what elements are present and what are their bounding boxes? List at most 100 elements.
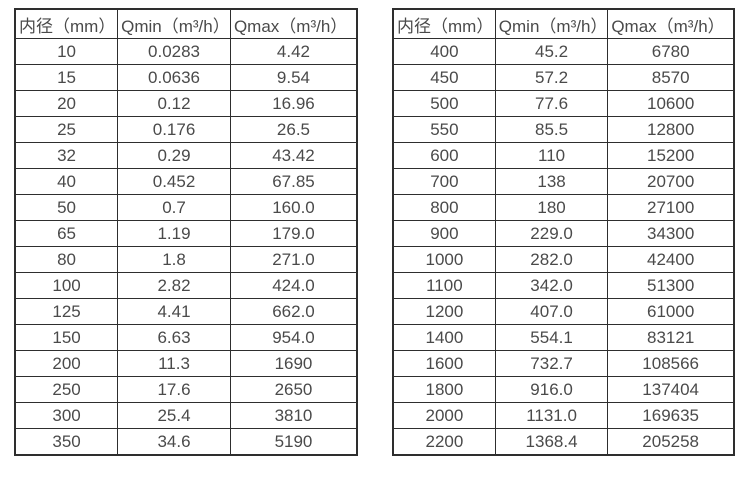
cell-qmin: 110 bbox=[494, 142, 609, 169]
table-row: 80 1.8 271.0 bbox=[14, 246, 358, 273]
cell-qmin: 0.452 bbox=[117, 168, 231, 195]
cell-qmin: 11.3 bbox=[117, 350, 231, 377]
cell-diameter: 600 bbox=[392, 142, 496, 169]
cell-diameter: 1600 bbox=[392, 350, 496, 377]
cell-qmin: 1.19 bbox=[117, 220, 231, 247]
header-diameter: 内径（mm） bbox=[392, 8, 496, 39]
cell-diameter: 150 bbox=[14, 324, 119, 351]
table-row: 350 34.6 5190 bbox=[14, 428, 358, 456]
table-row: 2000 1131.0 169635 bbox=[392, 402, 735, 429]
cell-qmax: 16.96 bbox=[229, 90, 358, 117]
cell-qmax: 27100 bbox=[607, 194, 735, 221]
cell-qmax: 5190 bbox=[229, 428, 358, 456]
cell-diameter: 550 bbox=[392, 116, 496, 143]
cell-diameter: 100 bbox=[14, 272, 119, 299]
cell-qmin: 407.0 bbox=[494, 298, 609, 325]
cell-qmin: 916.0 bbox=[494, 376, 609, 403]
cell-qmax: 169635 bbox=[607, 402, 735, 429]
header-qmax: Qmax（m³/h） bbox=[607, 8, 735, 39]
cell-qmax: 954.0 bbox=[229, 324, 358, 351]
cell-qmax: 137404 bbox=[607, 376, 735, 403]
cell-diameter: 10 bbox=[14, 38, 119, 65]
table-row: 40 0.452 67.85 bbox=[14, 168, 358, 195]
flow-table-large-diameters: 内径（mm） Qmin（m³/h） Qmax（m³/h） 400 45.2 6780… bbox=[392, 8, 735, 456]
header-row: 内径（mm） Qmin（m³/h） Qmax（m³/h） bbox=[392, 8, 735, 39]
cell-qmax: 424.0 bbox=[229, 272, 358, 299]
cell-qmin: 4.41 bbox=[117, 298, 231, 325]
cell-qmax: 2650 bbox=[229, 376, 358, 403]
cell-diameter: 1000 bbox=[392, 246, 496, 273]
table-row: 800 180 27100 bbox=[392, 194, 735, 221]
cell-qmin: 57.2 bbox=[494, 64, 609, 91]
table-row: 65 1.19 179.0 bbox=[14, 220, 358, 247]
cell-qmax: 20700 bbox=[607, 168, 735, 195]
cell-qmin: 1.8 bbox=[117, 246, 231, 273]
cell-qmax: 9.54 bbox=[229, 64, 358, 91]
cell-qmin: 34.6 bbox=[117, 428, 231, 456]
cell-qmin: 0.0636 bbox=[117, 64, 231, 91]
cell-qmax: 6780 bbox=[607, 38, 735, 65]
cell-qmax: 61000 bbox=[607, 298, 735, 325]
cell-qmin: 1368.4 bbox=[494, 428, 609, 456]
table-row: 2200 1368.4 205258 bbox=[392, 428, 735, 456]
table-row: 400 45.2 6780 bbox=[392, 38, 735, 65]
cell-qmax: 10600 bbox=[607, 90, 735, 117]
header-row: 内径（mm） Qmin（m³/h） Qmax（m³/h） bbox=[14, 8, 358, 39]
cell-diameter: 1400 bbox=[392, 324, 496, 351]
cell-diameter: 80 bbox=[14, 246, 119, 273]
cell-qmin: 45.2 bbox=[494, 38, 609, 65]
cell-qmin: 342.0 bbox=[494, 272, 609, 299]
table-row: 450 57.2 8570 bbox=[392, 64, 735, 91]
flow-table-small-diameters: 内径（mm） Qmin（m³/h） Qmax（m³/h） 10 0.0283 4.4… bbox=[14, 8, 358, 456]
cell-qmax: 15200 bbox=[607, 142, 735, 169]
table-row: 600 110 15200 bbox=[392, 142, 735, 169]
header-diameter: 内径（mm） bbox=[14, 8, 119, 39]
cell-qmax: 179.0 bbox=[229, 220, 358, 247]
cell-qmin: 1131.0 bbox=[494, 402, 609, 429]
cell-qmax: 34300 bbox=[607, 220, 735, 247]
table-row: 1200 407.0 61000 bbox=[392, 298, 735, 325]
table-row: 10 0.0283 4.42 bbox=[14, 38, 358, 65]
cell-diameter: 200 bbox=[14, 350, 119, 377]
table-row: 1100 342.0 51300 bbox=[392, 272, 735, 299]
cell-diameter: 40 bbox=[14, 168, 119, 195]
cell-diameter: 20 bbox=[14, 90, 119, 117]
cell-qmin: 554.1 bbox=[494, 324, 609, 351]
table-row: 700 138 20700 bbox=[392, 168, 735, 195]
cell-qmin: 0.7 bbox=[117, 194, 231, 221]
cell-diameter: 32 bbox=[14, 142, 119, 169]
cell-qmax: 160.0 bbox=[229, 194, 358, 221]
cell-qmax: 4.42 bbox=[229, 38, 358, 65]
cell-diameter: 250 bbox=[14, 376, 119, 403]
cell-qmin: 2.82 bbox=[117, 272, 231, 299]
cell-diameter: 25 bbox=[14, 116, 119, 143]
table-row: 200 11.3 1690 bbox=[14, 350, 358, 377]
cell-qmax: 3810 bbox=[229, 402, 358, 429]
cell-diameter: 1200 bbox=[392, 298, 496, 325]
table-row: 1600 732.7 108566 bbox=[392, 350, 735, 377]
table-row: 1800 916.0 137404 bbox=[392, 376, 735, 403]
cell-qmin: 0.29 bbox=[117, 142, 231, 169]
table-row: 500 77.6 10600 bbox=[392, 90, 735, 117]
table-row: 32 0.29 43.42 bbox=[14, 142, 358, 169]
cell-diameter: 450 bbox=[392, 64, 496, 91]
cell-qmax: 1690 bbox=[229, 350, 358, 377]
header-qmin: Qmin（m³/h） bbox=[117, 8, 231, 39]
cell-diameter: 400 bbox=[392, 38, 496, 65]
cell-qmax: 8570 bbox=[607, 64, 735, 91]
cell-diameter: 700 bbox=[392, 168, 496, 195]
cell-qmin: 85.5 bbox=[494, 116, 609, 143]
cell-qmax: 205258 bbox=[607, 428, 735, 456]
cell-qmin: 180 bbox=[494, 194, 609, 221]
flow-spec-tables: 内径（mm） Qmin（m³/h） Qmax（m³/h） 10 0.0283 4.4… bbox=[14, 8, 736, 456]
cell-qmax: 662.0 bbox=[229, 298, 358, 325]
cell-qmin: 0.176 bbox=[117, 116, 231, 143]
cell-diameter: 800 bbox=[392, 194, 496, 221]
cell-qmax: 43.42 bbox=[229, 142, 358, 169]
cell-diameter: 2200 bbox=[392, 428, 496, 456]
cell-qmin: 6.63 bbox=[117, 324, 231, 351]
table-row: 550 85.5 12800 bbox=[392, 116, 735, 143]
cell-qmax: 51300 bbox=[607, 272, 735, 299]
table-row: 250 17.6 2650 bbox=[14, 376, 358, 403]
cell-qmin: 282.0 bbox=[494, 246, 609, 273]
